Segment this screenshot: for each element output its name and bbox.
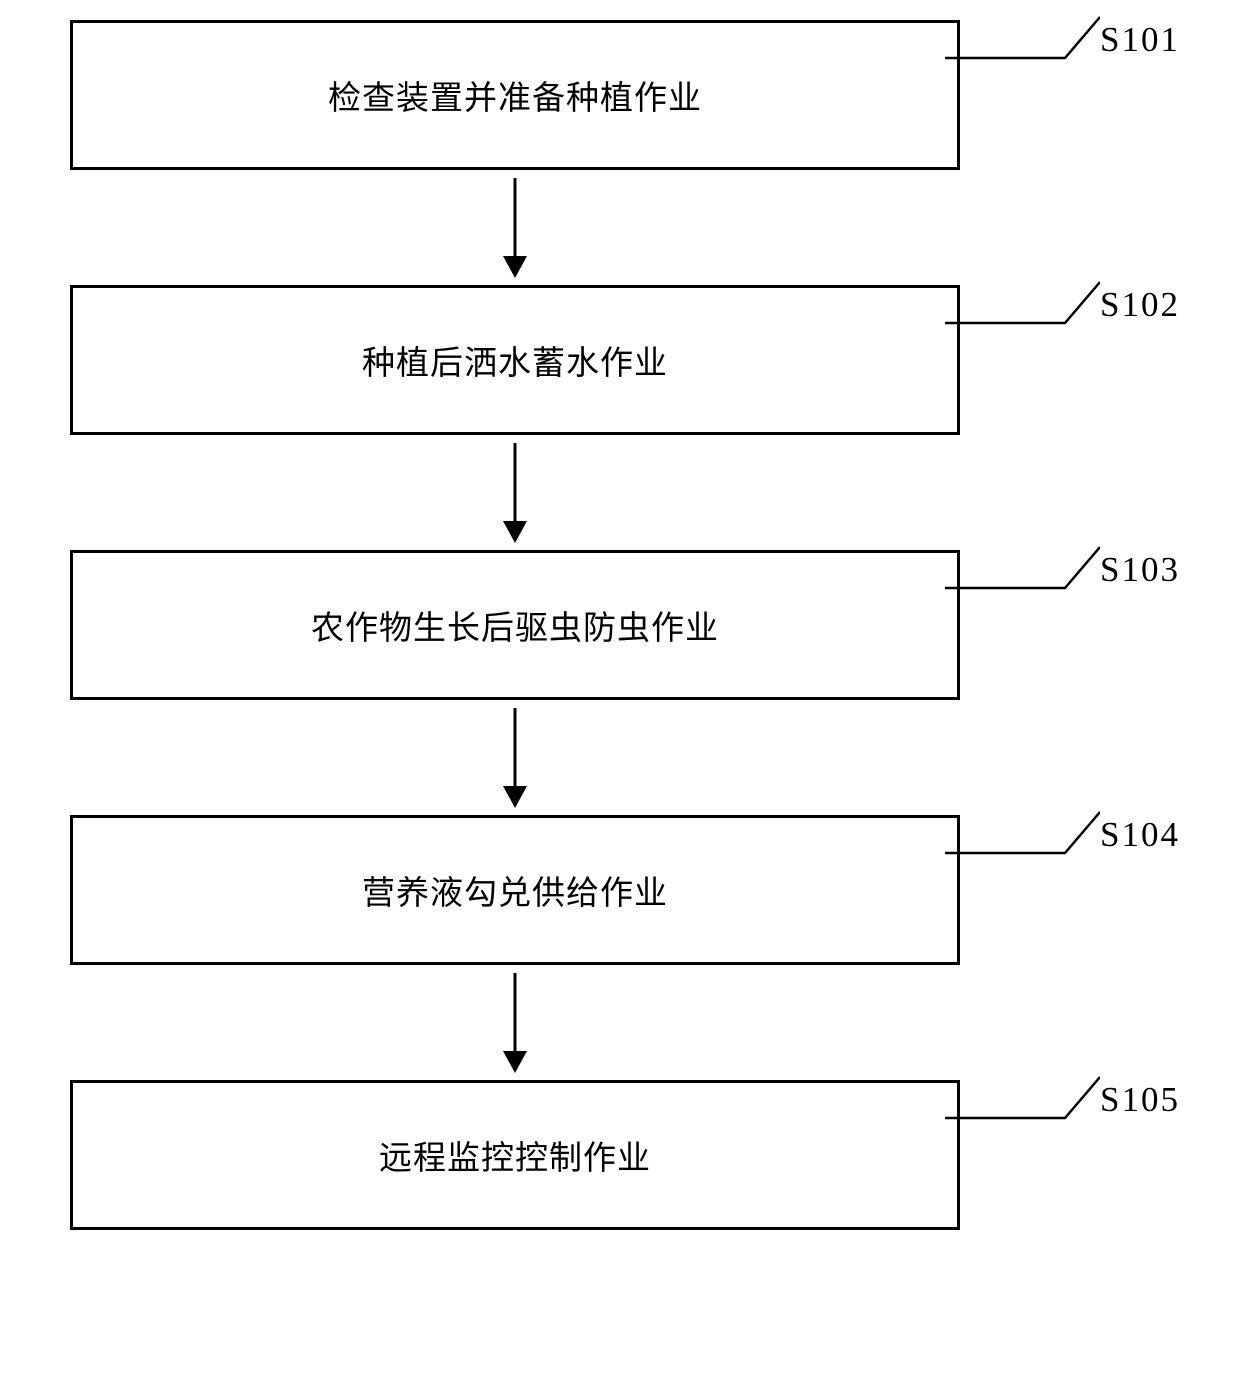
callout-line-icon [945,15,1100,60]
step-label-container: S101 [945,15,1180,60]
callout-line-icon [945,545,1100,590]
step-box-2: 种植后洒水蓄水作业 [70,285,960,435]
arrow-down-icon [501,708,529,808]
step-text: 农作物生长后驱虫防虫作业 [311,601,719,649]
arrow-container [70,170,960,285]
step-text: 检查装置并准备种植作业 [328,71,702,119]
arrow-container [70,435,960,550]
arrow-down-icon [501,973,529,1073]
callout-line-icon [945,280,1100,325]
step-label: S103 [1100,550,1180,590]
flowchart: 检查装置并准备种植作业 S101 种植后洒水蓄水作业 S102 [70,20,1170,1230]
arrow-down-icon [501,178,529,278]
step-box-1: 检查装置并准备种植作业 [70,20,960,170]
arrow-container [70,965,960,1080]
arrow-container [70,700,960,815]
step-row: 农作物生长后驱虫防虫作业 S103 [70,550,1170,700]
step-label-container: S102 [945,280,1180,325]
step-box-4: 营养液勾兑供给作业 [70,815,960,965]
step-text: 远程监控控制作业 [379,1131,651,1179]
callout-line-icon [945,1075,1100,1120]
step-row: 检查装置并准备种植作业 S101 [70,20,1170,170]
arrow-down-icon [501,443,529,543]
step-text: 营养液勾兑供给作业 [362,866,668,914]
step-label: S105 [1100,1080,1180,1120]
step-row: 远程监控控制作业 S105 [70,1080,1170,1230]
step-row: 营养液勾兑供给作业 S104 [70,815,1170,965]
step-label-container: S104 [945,810,1180,855]
step-row: 种植后洒水蓄水作业 S102 [70,285,1170,435]
step-label-container: S103 [945,545,1180,590]
callout-line-icon [945,810,1100,855]
step-label: S102 [1100,285,1180,325]
step-label-container: S105 [945,1075,1180,1120]
step-box-3: 农作物生长后驱虫防虫作业 [70,550,960,700]
step-label: S101 [1100,20,1180,60]
step-text: 种植后洒水蓄水作业 [362,336,668,384]
step-label: S104 [1100,815,1180,855]
step-box-5: 远程监控控制作业 [70,1080,960,1230]
